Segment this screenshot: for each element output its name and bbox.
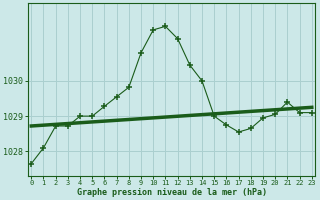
X-axis label: Graphe pression niveau de la mer (hPa): Graphe pression niveau de la mer (hPa): [76, 188, 267, 197]
